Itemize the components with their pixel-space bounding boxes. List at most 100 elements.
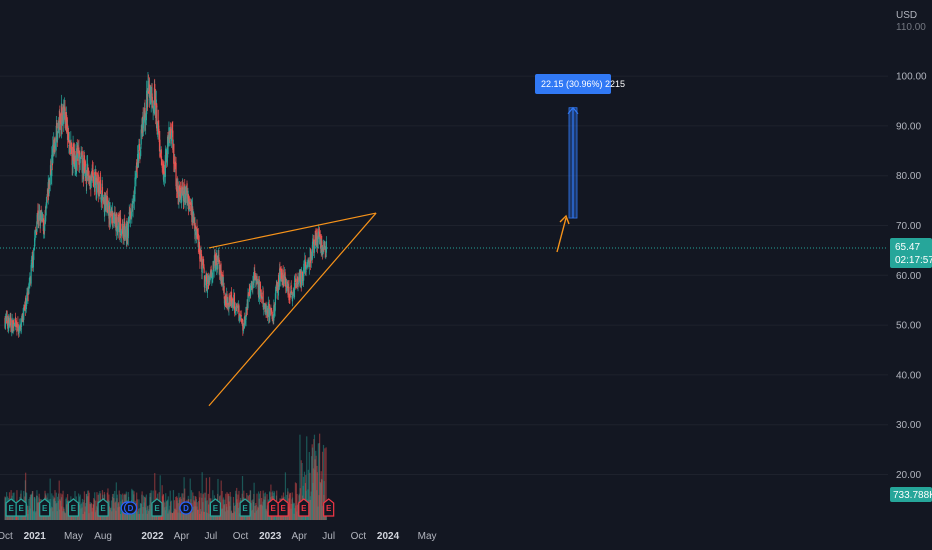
volume-bar	[142, 495, 145, 520]
earnings-marker[interactable]: E	[267, 498, 279, 517]
volume-bar	[52, 495, 54, 520]
volume-bar	[80, 503, 82, 520]
candle-body	[169, 128, 172, 136]
volume-bar	[168, 511, 170, 520]
volume-bar	[82, 502, 85, 520]
volume-bar	[35, 512, 37, 520]
volume-bar	[168, 509, 170, 520]
candle-body	[77, 148, 79, 153]
earnings-marker[interactable]: E	[151, 498, 163, 517]
volume-bar	[178, 492, 180, 520]
volume-bar	[36, 495, 38, 520]
candle-body	[158, 134, 160, 143]
candle-body	[140, 129, 142, 145]
trendline-lower[interactable]	[208, 212, 377, 407]
volume-bar	[224, 499, 226, 520]
time-axis[interactable]: Oct 2021 May Aug 2022 Apr Jul Oct 2023 Apr Jul Oct 2…	[0, 531, 437, 542]
volume-bar	[292, 504, 294, 520]
dividend-marker[interactable]: D	[123, 501, 138, 515]
volume-bar	[32, 510, 34, 520]
dividend-marker[interactable]: D	[179, 501, 193, 515]
event-marker-label: E	[280, 504, 286, 513]
candle-body	[104, 195, 106, 207]
candle-body	[90, 176, 93, 181]
event-marker-label: E	[301, 504, 307, 513]
candle-body	[267, 310, 269, 316]
time-tick-label: Jul	[204, 531, 217, 542]
candle-body	[229, 298, 231, 305]
volume-bar	[303, 471, 306, 520]
volume-bar	[28, 506, 30, 520]
volume-bar	[38, 497, 40, 520]
earnings-marker[interactable]: E	[298, 498, 310, 517]
volume-bar	[33, 497, 35, 520]
candle-body	[143, 110, 146, 118]
time-tick-label: 2022	[141, 531, 164, 542]
volume-bar	[63, 508, 65, 520]
earnings-marker[interactable]: E	[277, 498, 289, 517]
volume-bar	[220, 480, 222, 520]
volume-bar	[116, 494, 118, 520]
candle-body	[103, 197, 105, 199]
candle-body	[107, 203, 109, 210]
volume-bar	[113, 498, 115, 520]
candle-body	[285, 278, 287, 287]
volume-bar	[61, 494, 63, 520]
volume-bar	[234, 511, 236, 520]
volume-bar	[113, 508, 115, 520]
candle-body	[11, 320, 14, 333]
candle-body	[176, 185, 178, 192]
candle-body	[7, 324, 9, 329]
earnings-marker[interactable]: E	[323, 498, 335, 517]
trendline-upper[interactable]	[208, 212, 377, 249]
candle-body	[67, 132, 70, 142]
volume-bar	[78, 496, 81, 520]
candle-body	[50, 168, 52, 175]
candle-body	[310, 254, 313, 256]
last-price-value: 65.47	[895, 242, 920, 253]
candle-body	[32, 258, 34, 268]
candle-body	[192, 217, 194, 222]
measure-label[interactable]: 22.15 (30.96%) 2215	[535, 74, 625, 94]
candle-body	[88, 178, 90, 181]
volume-bar	[309, 472, 311, 520]
trendlines[interactable]	[208, 212, 570, 407]
volume-bar	[313, 434, 316, 520]
candle-body	[277, 283, 279, 293]
volume-bar	[253, 482, 255, 520]
volume-bar	[110, 500, 113, 520]
earnings-marker[interactable]: E	[39, 498, 51, 517]
candle-body	[301, 271, 304, 281]
candle-body	[178, 186, 181, 197]
volume-bar	[229, 506, 231, 520]
last-price-badge: 65.47 02:17:57	[890, 238, 932, 268]
volume-bar	[114, 490, 116, 520]
volume-bar	[317, 443, 319, 520]
volume-bar	[170, 512, 172, 520]
price-tick-label: 80.00	[896, 171, 921, 182]
measure-tool[interactable]	[567, 106, 579, 219]
candle-body	[163, 174, 165, 183]
earnings-marker[interactable]: E	[5, 498, 17, 517]
earnings-marker[interactable]: E	[67, 498, 80, 517]
volume-bar	[144, 496, 146, 520]
volume-bar	[193, 495, 195, 520]
earnings-marker[interactable]: E	[239, 498, 251, 517]
volume-bar	[96, 492, 98, 520]
volume-bar	[30, 494, 32, 520]
price-axis[interactable]: 100.00 90.00 80.00 70.00 60.00 50.00 40.00 30.0…	[896, 72, 927, 481]
volume-bar	[226, 506, 228, 520]
volume-bar	[206, 500, 208, 520]
volume-bar	[140, 503, 142, 520]
candle-body	[188, 195, 190, 211]
earnings-marker[interactable]: E	[209, 498, 221, 517]
earnings-marker[interactable]: E	[97, 498, 109, 517]
earnings-marker[interactable]: E	[15, 498, 27, 517]
volume-bar	[151, 513, 154, 520]
volume-bar	[206, 512, 208, 520]
volume-bar	[124, 509, 126, 520]
volume-bar	[322, 505, 324, 520]
volume-bar	[194, 501, 196, 520]
candle-body	[155, 99, 157, 122]
